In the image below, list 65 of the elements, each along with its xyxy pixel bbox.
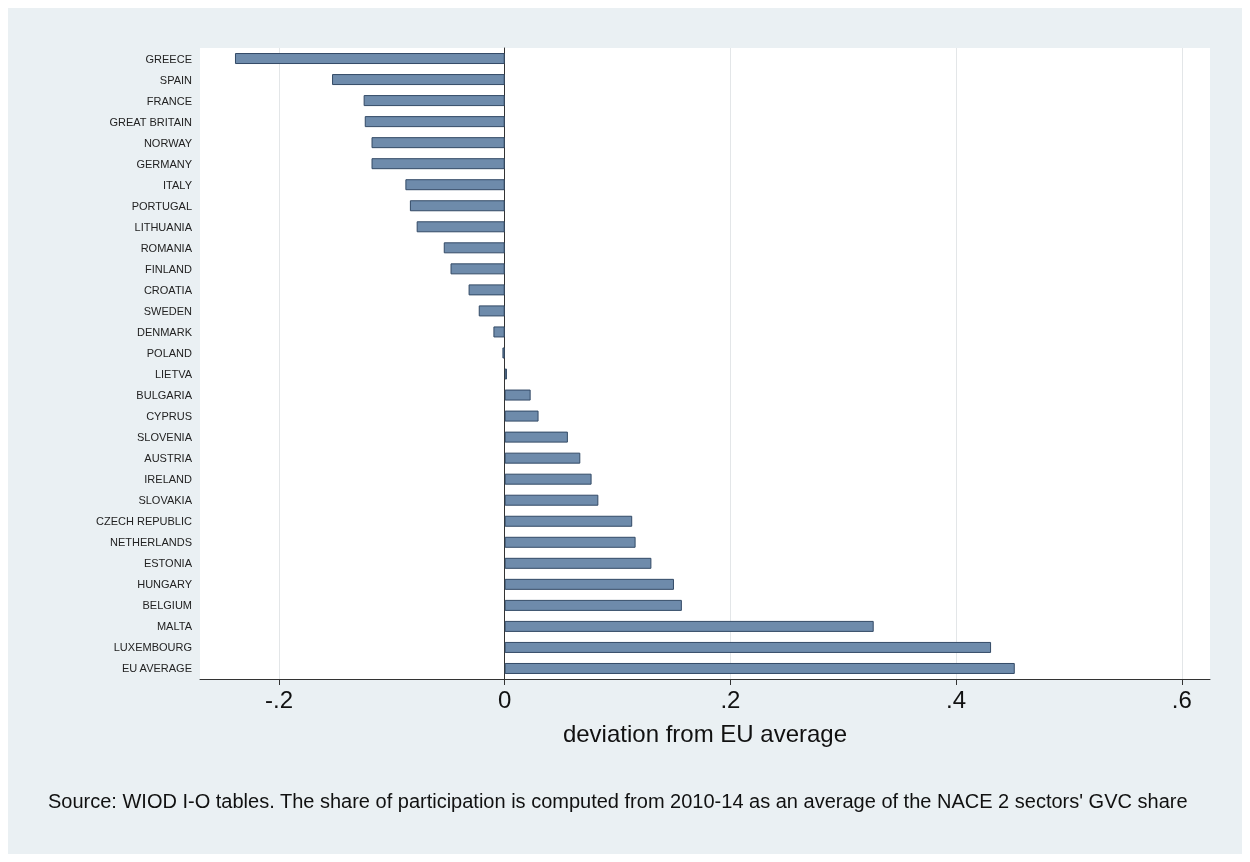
y-tick-label: HUNGARY (137, 578, 193, 591)
bar (468, 284, 505, 296)
bar (504, 662, 1015, 674)
y-tick-label: LITHUANIA (134, 220, 193, 233)
bar (450, 263, 505, 275)
bar (405, 179, 505, 191)
bar (371, 137, 505, 149)
y-tick-label: CYPRUS (146, 410, 192, 423)
bar (371, 158, 505, 170)
y-tick-label: SLOVAKIA (138, 494, 193, 507)
y-tick-label: ESTONIA (143, 557, 193, 570)
y-tick-label: ROMANIA (140, 241, 193, 254)
bar (493, 326, 505, 338)
y-tick-label: FINLAND (144, 262, 193, 275)
y-tick-label: NETHERLANDS (110, 536, 192, 549)
bar (332, 74, 505, 86)
x-tick-label: .2 (720, 685, 741, 713)
y-tick-label: CROATIA (143, 283, 193, 296)
bar (504, 494, 599, 506)
y-tick-label: AUSTRIA (144, 452, 193, 465)
x-tick-label: 0 (498, 685, 512, 713)
y-tick-label: SWEDEN (143, 304, 193, 317)
bar (504, 389, 531, 401)
y-tick-label: CZECH REPUBLIC (96, 515, 193, 528)
bar (234, 53, 505, 65)
y-tick-label: GREECE (145, 52, 192, 65)
bar (443, 242, 505, 254)
bar (504, 515, 633, 527)
y-tick-label: SLOVENIA (136, 431, 193, 444)
y-tick-label: LUXEMBOURG (113, 641, 192, 654)
y-tick-label: IRELAND (144, 473, 193, 486)
y-tick-label: PORTUGAL (131, 199, 192, 212)
y-tick-label: ITALY (163, 178, 193, 191)
bar (504, 641, 992, 653)
y-tick-label: POLAND (146, 346, 193, 359)
x-tick-label: .6 (1171, 685, 1192, 713)
bar (409, 200, 505, 212)
x-tick-label: -.2 (264, 685, 293, 713)
y-tick-label: BELGIUM (142, 599, 192, 612)
y-tick-label: EU AVERAGE (121, 662, 192, 675)
bar (504, 473, 592, 485)
y-tick-label: GERMANY (136, 157, 193, 170)
x-tick-label: .4 (946, 685, 967, 713)
y-tick-label: SPAIN (159, 73, 193, 86)
y-tick-label: LIETVA (154, 368, 193, 381)
bar (504, 410, 539, 422)
y-tick-label: GREAT BRITAIN (109, 115, 193, 128)
y-tick-label: BULGARIA (136, 389, 193, 402)
bar (478, 305, 505, 317)
bar (504, 536, 636, 548)
source-note: Source: WIOD I-O tables. The share of participation is computed from 2010-14 as an average of the NACE 2 sectors' GVC share (48, 789, 1188, 812)
bar (504, 620, 874, 632)
y-tick-label: NORWAY (143, 136, 193, 149)
bar (504, 599, 682, 611)
bar (416, 221, 505, 233)
bar (504, 452, 581, 464)
bar (504, 557, 652, 569)
bar (364, 116, 505, 128)
y-tick-label: MALTA (156, 620, 193, 633)
y-tick-label: DENMARK (136, 325, 193, 338)
bar (504, 578, 674, 590)
x-axis-title: deviation from EU average (562, 719, 848, 747)
y-tick-label: FRANCE (146, 94, 192, 107)
bar (363, 95, 505, 107)
bar (504, 431, 568, 443)
